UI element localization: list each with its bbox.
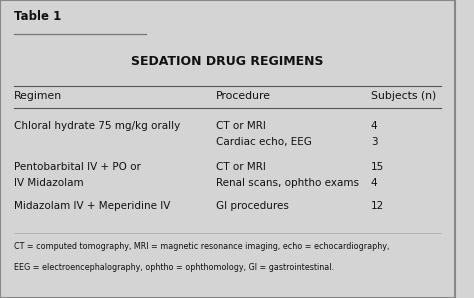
Text: Pentobarbital IV + PO or: Pentobarbital IV + PO or bbox=[14, 162, 140, 172]
Text: GI procedures: GI procedures bbox=[216, 201, 289, 211]
Text: Subjects (n): Subjects (n) bbox=[371, 91, 436, 101]
Text: Table 1: Table 1 bbox=[14, 10, 61, 24]
Text: Cardiac echo, EEG: Cardiac echo, EEG bbox=[216, 137, 312, 147]
Text: Procedure: Procedure bbox=[216, 91, 271, 101]
Text: 3: 3 bbox=[371, 137, 377, 147]
Text: CT or MRI: CT or MRI bbox=[216, 162, 266, 172]
Text: 4: 4 bbox=[371, 121, 377, 131]
Text: 4: 4 bbox=[371, 178, 377, 188]
Text: CT or MRI: CT or MRI bbox=[216, 121, 266, 131]
Text: EEG = electroencephalography, ophtho = ophthomology, GI = gastrointestinal.: EEG = electroencephalography, ophtho = o… bbox=[14, 263, 334, 272]
Text: Renal scans, ophtho exams: Renal scans, ophtho exams bbox=[216, 178, 359, 188]
Text: 12: 12 bbox=[371, 201, 384, 211]
Text: IV Midazolam: IV Midazolam bbox=[14, 178, 83, 188]
Text: 15: 15 bbox=[371, 162, 384, 172]
Text: Midazolam IV + Meperidine IV: Midazolam IV + Meperidine IV bbox=[14, 201, 170, 211]
Text: Regimen: Regimen bbox=[14, 91, 62, 101]
Text: Chloral hydrate 75 mg/kg orally: Chloral hydrate 75 mg/kg orally bbox=[14, 121, 180, 131]
Text: CT = computed tomography, MRI = magnetic resonance imaging, echo = echocardiogra: CT = computed tomography, MRI = magnetic… bbox=[14, 242, 389, 251]
Text: SEDATION DRUG REGIMENS: SEDATION DRUG REGIMENS bbox=[131, 55, 324, 68]
